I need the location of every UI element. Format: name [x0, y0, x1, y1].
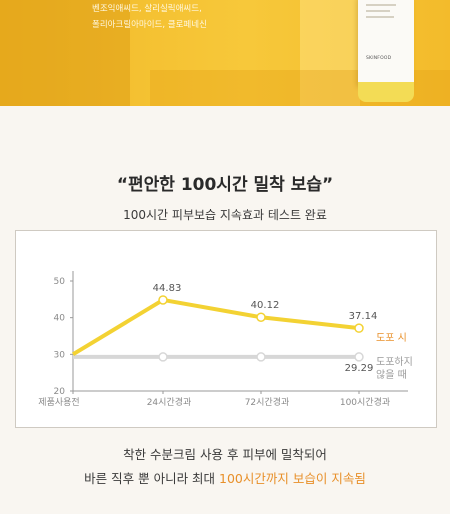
data-point: [256, 352, 266, 362]
legend-applied: 도포 시: [376, 332, 407, 344]
data-point: [354, 323, 364, 333]
data-label: 44.83: [153, 283, 182, 294]
caption-highlight: 100시간까지 보습이 지속됨: [219, 471, 366, 486]
page-headline: “편안한 100시간 밀착 보습”: [116, 175, 334, 195]
product-brand: SKINFOOD: [366, 56, 392, 61]
chart-container: 50 40 30 20 제품사용전 24시간경과 72시간경과 100시간경과 44.83 40.…: [15, 230, 437, 428]
banner-shade: [0, 0, 130, 106]
y-tick-label: 30: [54, 350, 66, 360]
data-point: [256, 312, 266, 322]
y-tick-label: 50: [54, 277, 66, 287]
data-point: [158, 352, 168, 362]
x-tick-label: 24시간경과: [147, 396, 192, 408]
banner-shade: [300, 0, 360, 106]
product-banner: 벤조익애씨드, 살리실릭애씨드, 폴리아크릴아마이드, 클로페네신 SKINFO…: [0, 0, 450, 106]
caption-line-1: 착한 수분크림 사용 후 피부에 밀착되어: [123, 447, 327, 462]
caption-line-2: 바른 직후 뿐 아니라 최대 100시간까지 보습이 지속됨: [0, 468, 450, 487]
product-tube-cap: [358, 82, 414, 102]
x-tick-label: 100시간경과: [340, 396, 390, 408]
data-point: [158, 295, 168, 305]
y-tick-label: 40: [54, 314, 66, 324]
caption-line-2-prefix: 바른 직후 뿐 아니라 최대: [84, 471, 220, 486]
data-label: 40.12: [251, 300, 280, 311]
page-subhead: 100시간 피부보습 지속효과 테스트 완료: [123, 208, 327, 222]
data-label: 29.29: [345, 363, 374, 374]
legend-not-applied: 않을 때: [376, 369, 407, 381]
y-tick-label: 20: [54, 387, 66, 397]
ingredient-text: 벤조익애씨드, 살리실릭애씨드,: [92, 4, 202, 14]
data-label: 37.14: [349, 311, 378, 322]
series-line: [71, 297, 360, 357]
ingredient-text: 폴리아크릴아마이드, 클로페네신: [92, 20, 207, 30]
x-tick-label: 72시간경과: [245, 396, 290, 408]
data-point: [354, 352, 364, 362]
product-tube-image: SKINFOOD: [358, 0, 414, 102]
legend-not-applied: 도포하지: [376, 355, 413, 368]
x-tick-label: 제품사용전: [38, 397, 79, 408]
